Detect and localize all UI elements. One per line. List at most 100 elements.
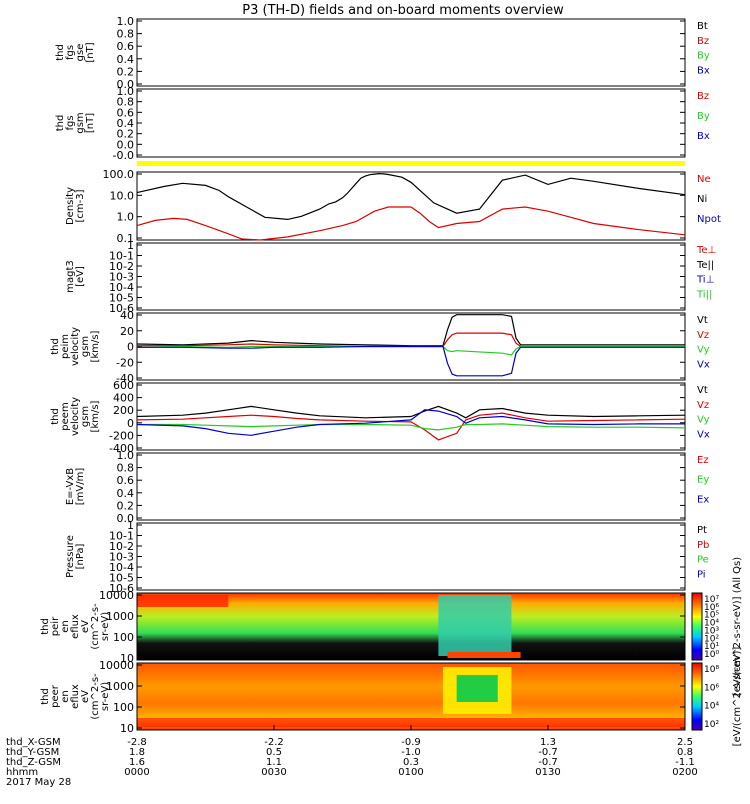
y-axis-label: gse: [75, 44, 86, 62]
y-tick-label: 0.4: [117, 117, 135, 130]
legend-entry-ex: Ex: [697, 494, 709, 505]
y-tick-label: 1000: [106, 680, 134, 693]
y-tick-label: 10-1: [109, 250, 134, 263]
legend-entry-bz: Bz: [697, 91, 709, 102]
y-axis-label: peim: [60, 334, 71, 359]
y-tick-label: 0.8: [117, 96, 135, 109]
y-tick-label: 0.2: [117, 499, 135, 512]
series-line-vz: [136, 412, 686, 441]
y-axis-label: eflux: [70, 684, 81, 709]
panel-fgs-gsm: 1.00.80.60.40.20.0-0.0 thd fgs gsm [nT] Bz By B…: [55, 85, 710, 162]
colorbar-tick-label: 10⁴: [704, 619, 719, 629]
y-tick-label: 40: [120, 309, 134, 322]
y-axis-label: [cm-3]: [75, 189, 86, 222]
y-tick-label: -20: [116, 356, 134, 369]
y-tick-label: 400: [113, 392, 134, 405]
series-line-vx: [136, 409, 685, 436]
spectrogram-high-flux-region: [137, 595, 229, 607]
series-line-vt: [136, 314, 685, 347]
y-axis-label: gsm: [80, 406, 91, 427]
legend-entry-pb: Pb: [697, 540, 709, 551]
legend-entry-vz: Vz: [697, 400, 709, 411]
y-tick-label: 10-2: [109, 540, 134, 553]
colorbar-tick-label: 10⁶: [704, 683, 719, 693]
y-tick-label: -200: [109, 429, 134, 442]
legend-entry-pt: Pt: [697, 525, 707, 536]
legend-entry-vy: Vy: [697, 345, 710, 356]
y-tick-label: 0.6: [117, 40, 135, 53]
colorbar: [691, 592, 703, 661]
y-tick-label: 200: [113, 404, 134, 417]
y-axis-label: gsm: [75, 112, 86, 133]
x-row-label: hhmm: [6, 767, 38, 778]
legend-entry-vz: Vz: [697, 330, 709, 341]
y-axis-label: thd: [55, 44, 66, 61]
spectrogram-low-energy-band: [137, 718, 685, 727]
x-row-value: 1.1: [266, 757, 282, 768]
series-line-vy: [137, 423, 686, 431]
y-tick-label: 1.0: [117, 85, 135, 98]
y-tick-label: 10.0: [110, 189, 135, 202]
legend-entry-bx: Bx: [697, 131, 710, 142]
panel-frame: [136, 592, 686, 661]
y-tick-label: 0.0: [117, 138, 135, 151]
y-axis-label: E=-VxB: [65, 468, 76, 505]
y-axis-label: en: [60, 620, 71, 633]
y-tick-label: 10-3: [109, 271, 134, 284]
y-tick-label: 100: [113, 631, 134, 644]
y-tick-label: 10-3: [109, 551, 134, 564]
y-tick-label: -40: [116, 372, 134, 385]
y-tick-label: 100.0: [103, 168, 135, 181]
colorbar-tick-label: 10⁸: [704, 665, 719, 675]
colorbar-tick-label: 10⁵: [704, 611, 719, 621]
colorbar-tick-label: 10⁰: [704, 650, 719, 660]
colorbar-tick-label: 10²: [704, 634, 719, 644]
y-tick-label: -400: [109, 442, 134, 455]
y-axis-label: peer: [50, 684, 61, 708]
legend-entry-by: By: [697, 51, 710, 62]
y-tick-label: 10: [120, 652, 134, 665]
panel-frame: [136, 88, 686, 158]
legend-entry-vx: Vx: [697, 429, 710, 440]
series-line-vt: [136, 405, 686, 419]
y-tick-label: 10-1: [109, 530, 134, 543]
y-tick-label: 1: [127, 239, 134, 252]
y-axis-label: fgs: [65, 115, 76, 130]
y-axis-label: [mV/m]: [75, 468, 86, 506]
x-row-value: 0100: [398, 767, 423, 778]
panel-fgs-gse: 1.00.80.60.40.20.0 thd fgs gse [nT] Bt Bz By Bx: [55, 15, 710, 91]
y-tick-label: 600: [113, 379, 134, 392]
panel-frame: [136, 452, 686, 521]
legend-entry-ne: Ne: [697, 174, 711, 185]
y-axis-label: [nPa]: [75, 543, 86, 569]
y-axis-label: en: [60, 690, 71, 703]
y-axis-label: [nT]: [85, 42, 96, 62]
x-row-value: 0.3: [403, 757, 419, 768]
colorbar-tick-label: 10³: [704, 626, 719, 636]
y-tick-label: 10: [120, 722, 134, 735]
series-line-vy: [136, 345, 685, 356]
legend-entry-ez: Ez: [697, 455, 709, 466]
y-axis-label: peem: [60, 402, 71, 430]
series-line-ne: [136, 206, 686, 241]
panel-efield: 1.00.80.60.40.20.0 E=-VxB [mV/m] Ez Ey Ex: [65, 449, 709, 525]
panel-pressure: 110-110-210-310-410-510-6 Pressure [nPa] Pt…: [65, 519, 709, 595]
y-axis-label: [nT]: [85, 113, 96, 133]
y-tick-label: 0.0: [117, 78, 135, 91]
y-axis-label: Density: [65, 187, 76, 225]
colorbar-tick-label: 10¹: [704, 642, 719, 652]
legend-entry-vy: Vy: [697, 415, 710, 426]
panel-peim-velocity: 40 20 0 -20 -40 thd peim velocity gsm [km/s] Vt Vz V…: [50, 309, 710, 385]
y-axis-label: Pressure: [65, 535, 76, 578]
colorbar-tick-label: 10⁷: [704, 595, 719, 605]
legend-entry-vt: Vt: [697, 315, 708, 326]
y-axis-label: sr-eV): [100, 682, 111, 711]
y-tick-label: 1000: [106, 610, 134, 623]
y-tick-label: 0.6: [117, 474, 135, 487]
y-tick-label: 0.8: [117, 28, 135, 41]
x-row-label: thd_X-GSM: [6, 737, 61, 748]
y-tick-label: 10-5: [109, 292, 134, 305]
colorbar: [691, 662, 703, 731]
